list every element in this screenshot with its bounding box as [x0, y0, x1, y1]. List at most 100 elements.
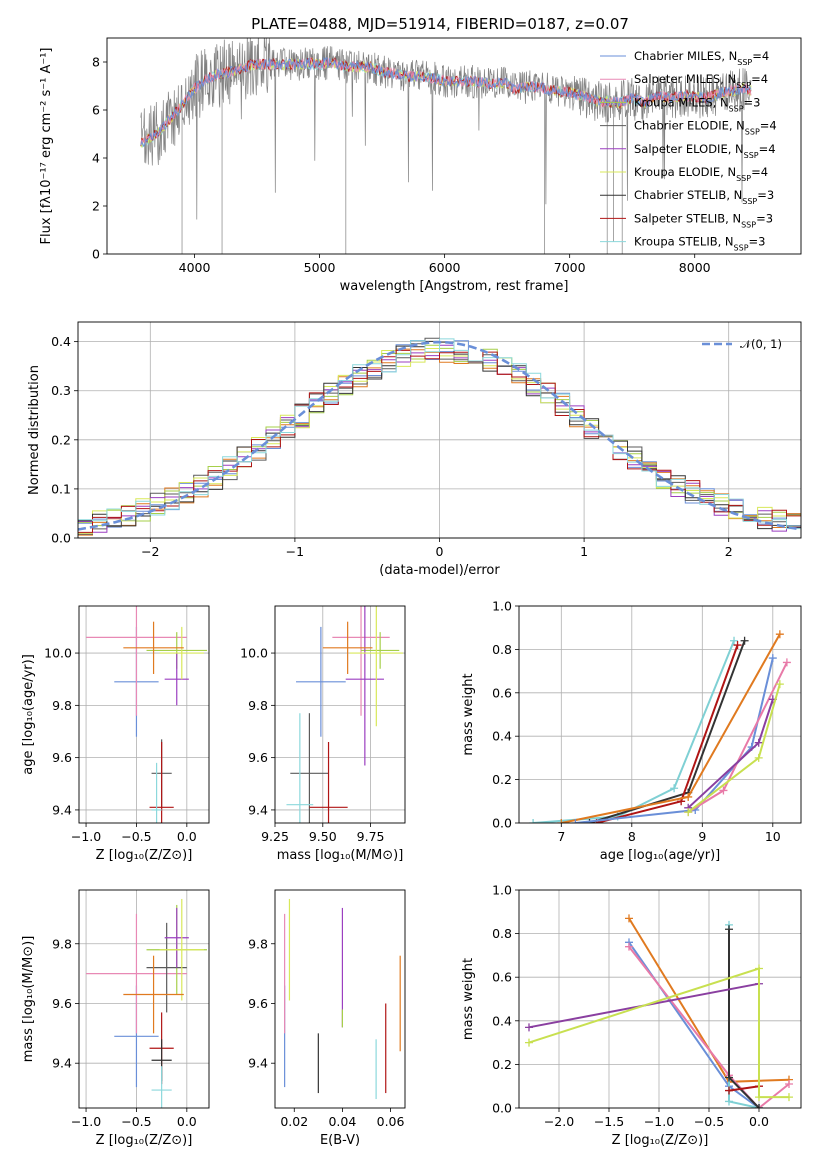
- legend-entry-suffix: =3: [744, 95, 761, 109]
- legend-entry-suffix: =4: [760, 119, 777, 133]
- y-tick-label: 0.2: [492, 772, 512, 787]
- x-tick-label: 0.02: [280, 1114, 308, 1129]
- plot-area-age-vs-mass: [286, 606, 404, 823]
- x-tick-label: 0.0: [177, 1114, 197, 1129]
- y-tick-label: 9.6: [52, 996, 72, 1011]
- weight-point-marker: [625, 914, 633, 923]
- legend-entry: 𝒩(0, 1): [740, 337, 782, 351]
- x-tick-label: 4000: [179, 260, 211, 275]
- spectrum-data-line: [140, 38, 752, 220]
- weight-point-marker: [730, 636, 739, 645]
- axes-mass-vs-ebv: 0.02 0.04 0.06 9.4 9.6 9.8 E(B-V): [248, 889, 406, 1148]
- x-tick-label: 7: [557, 829, 565, 844]
- weight-point-marker: [684, 808, 693, 817]
- x-tick-label: −0.5: [694, 1114, 724, 1129]
- legend-entry-sub: SSP: [742, 197, 757, 206]
- legend-entry-prefix: Kroupa STELIB, N: [634, 235, 734, 249]
- x-tick-label: 7000: [554, 260, 586, 275]
- weight-point-marker: [529, 819, 538, 823]
- y-tick-label: 0.3: [51, 383, 71, 398]
- legend-entry-prefix: Kroupa ELODIE, N: [634, 165, 736, 179]
- y-tick-label: 1.0: [492, 599, 512, 614]
- y-tick-label: 10.0: [240, 646, 268, 661]
- legend-entry-prefix: Salpeter ELODIE, N: [634, 142, 744, 156]
- y-tick-label: 9.6: [248, 996, 268, 1011]
- legend-entry-suffix: =3: [756, 211, 773, 225]
- axes-mass-vs-z: −1.0 −0.5 0.0 9.4 9.6 9.8 Z [log₁₀(Z/Z⊙)] mass …: [21, 889, 210, 1148]
- x-tick-label: 0.04: [328, 1114, 356, 1129]
- x-axis-label: Z [log₁₀(Z/Z⊙)]: [96, 848, 193, 863]
- x-tick-label: 9.25: [261, 829, 289, 844]
- axes-residuals: −2 −1 0 1 2 0.0 0.1 0.2 0.3 0.4 (data-model)/error…: [27, 321, 802, 578]
- figure-title: PLATE=0488, MJD=51914, FIBERID=0187, z=0…: [251, 15, 629, 33]
- weight-series-line: [728, 1085, 760, 1092]
- legend-entry-suffix: =4: [751, 72, 768, 86]
- x-tick-label: 8000: [679, 260, 711, 275]
- weight-point-marker: [725, 1073, 733, 1082]
- y-tick-label: 0.1: [51, 481, 71, 496]
- x-axis-label: (data-model)/error: [379, 563, 500, 578]
- model-line: [140, 56, 752, 146]
- y-tick-label: 9.4: [52, 1056, 72, 1071]
- x-tick-label: −1.5: [594, 1114, 624, 1129]
- legend-entry-suffix: =3: [757, 188, 774, 202]
- x-tick-label: −0.5: [121, 1114, 151, 1129]
- x-axis-label: Z [log₁₀(Z/Z⊙)]: [96, 1133, 193, 1148]
- axes-massweight-vs-z: −2.0 −1.5 −1.0 −0.5 0.0 0.0 0.2 0.4 0.6 0.8 1.0 Z […: [461, 883, 802, 1148]
- weight-point-marker: [754, 738, 763, 747]
- weight-point-marker: [733, 641, 742, 650]
- plot-area-mass-vs-z: [86, 898, 207, 1108]
- x-tick-label: 8: [628, 829, 636, 844]
- legend-entry-prefix: Salpeter MILES, N: [634, 72, 736, 86]
- x-axis-label: age [log₁₀(age/yr)]: [600, 848, 721, 863]
- x-tick-label: 0: [436, 544, 444, 559]
- x-tick-label: 1: [580, 544, 588, 559]
- weight-point-marker: [670, 784, 679, 793]
- weight-point-marker: [557, 819, 566, 823]
- x-tick-label: 6000: [429, 260, 461, 275]
- weight-point-marker: [755, 1104, 763, 1108]
- weight-point-marker: [755, 964, 763, 973]
- y-tick-label: 9.4: [248, 802, 268, 817]
- weight-point-marker: [725, 925, 733, 934]
- x-tick-label: −1.0: [644, 1114, 674, 1129]
- legend-entry: Kroupa STELIB, NSSP=3: [634, 235, 765, 253]
- x-axis-label: E(B-V): [320, 1133, 360, 1148]
- plot-area-age-vs-z: [86, 606, 207, 823]
- legend-entry-suffix: =4: [752, 49, 769, 63]
- y-tick-label: 9.8: [52, 698, 72, 713]
- x-tick-label: −2.0: [544, 1114, 574, 1129]
- weight-point-marker: [775, 630, 784, 639]
- legend-entry-prefix: Kroupa MILES, N: [634, 95, 729, 109]
- legend-entry-sub: SSP: [745, 127, 760, 136]
- weight-point-marker: [785, 1080, 793, 1089]
- weight-point-marker: [775, 680, 784, 689]
- legend-entry-suffix: =4: [751, 165, 768, 179]
- legend-entry-sub: SSP: [729, 104, 744, 113]
- weight-series-line: [561, 633, 781, 823]
- weight-series-line: [528, 967, 789, 1099]
- weight-point-marker: [585, 819, 594, 823]
- histogram-step: [78, 338, 801, 530]
- plot-area-residuals: [78, 337, 801, 536]
- legend-entry: Kroupa ELODIE, NSSP=4: [634, 165, 768, 183]
- legend-entry-suffix: =4: [759, 142, 776, 156]
- axes-age-vs-mass: 9.25 9.50 9.75 9.4 9.6 9.8 10.0 mass [log₁₀(M/M…: [240, 605, 406, 863]
- x-tick-label: −0.5: [121, 829, 151, 844]
- weight-point-marker: [625, 942, 633, 951]
- axes-frame: [518, 605, 802, 824]
- y-tick-label: 0.4: [492, 729, 512, 744]
- y-axis-label: mass weight: [461, 673, 476, 755]
- weight-point-marker: [768, 654, 777, 663]
- legend-entry-prefix: Salpeter STELIB, N: [634, 211, 741, 225]
- weight-series-line: [533, 640, 735, 823]
- y-tick-label: 8: [92, 55, 100, 70]
- y-tick-label: 0.4: [492, 1013, 512, 1028]
- plot-area-massweight-vs-z: [525, 914, 793, 1108]
- y-tick-label: 0.0: [51, 531, 71, 546]
- x-tick-label: −1.0: [71, 1114, 101, 1129]
- y-tick-label: 9.8: [248, 698, 268, 713]
- legend-entry-sub: SSP: [737, 58, 752, 67]
- x-tick-label: 0.06: [377, 1114, 405, 1129]
